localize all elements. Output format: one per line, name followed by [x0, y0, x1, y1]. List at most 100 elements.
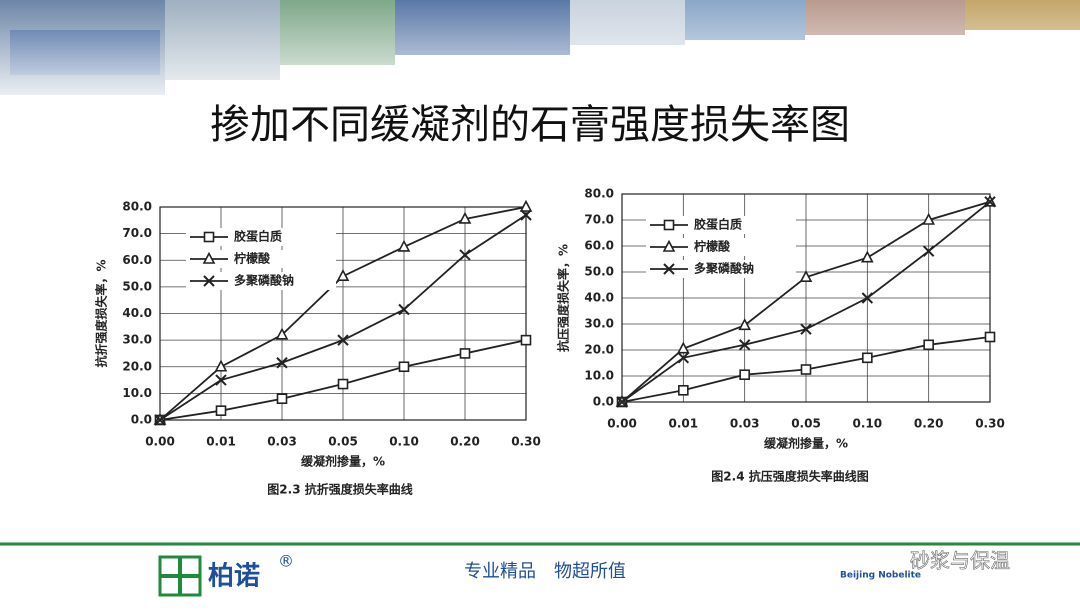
marker: [922, 212, 935, 225]
marker: [923, 339, 934, 351]
legend-bg: [186, 250, 336, 268]
marker: [214, 359, 228, 372]
y-tick-label: 60.0: [122, 253, 152, 267]
marker: [215, 405, 227, 416]
marker: [800, 364, 812, 375]
marker: [154, 414, 166, 426]
x-tick-label: 0.05: [791, 417, 821, 431]
marker: [738, 339, 751, 351]
legend-label: 多聚磷酸钠: [694, 261, 754, 276]
marker: [861, 250, 874, 263]
marker: [800, 323, 812, 335]
legend-marker: [663, 263, 675, 275]
plot-frame: [159, 206, 527, 421]
y-tick-label: 70.0: [584, 213, 614, 227]
marker: [984, 331, 996, 343]
y-tick-label: 20.0: [584, 343, 614, 357]
slogan: 专业精品 物超所值: [464, 561, 626, 582]
y-tick-label: 20.0: [122, 359, 152, 373]
marker: [677, 352, 690, 364]
charts: 0.010.020.030.040.050.060.070.080.00.00 0…: [94, 187, 1005, 497]
brand: 柏诺: [208, 562, 260, 592]
marker: [519, 199, 533, 212]
marker: [276, 357, 288, 369]
y-tick-label: 40.0: [122, 306, 152, 320]
legend-bg: [186, 228, 336, 246]
x-tick-label: 0.01: [669, 417, 699, 431]
x-tick-label: 0.30: [975, 417, 1005, 431]
y-tick-label: 30.0: [584, 317, 614, 331]
marker: [861, 292, 874, 304]
marker: [677, 341, 690, 354]
y-tick-label: 10.0: [584, 369, 614, 383]
y-tick-label: 0.0: [131, 413, 152, 427]
marker: [337, 378, 349, 390]
caption: 图2.3 抗折强度损失率曲线: [267, 482, 412, 497]
legend-marker: [202, 251, 216, 264]
y-axis-label: 抗折强度损失率，%: [94, 259, 109, 367]
marker: [275, 327, 289, 340]
marker: [520, 334, 532, 346]
legend-marker: [662, 239, 676, 252]
legend-label: 柠檬酸: [694, 239, 731, 254]
marker: [678, 384, 689, 396]
x-tick-label: 0.20: [914, 417, 944, 431]
x-axis-label: 缓凝剂掺量，%: [764, 436, 848, 451]
x-tick-label: 0.10: [389, 435, 419, 449]
marker: [984, 196, 996, 208]
marker: [458, 211, 472, 224]
legend-marker: [203, 231, 215, 243]
y-tick-label: 10.0: [122, 386, 152, 400]
legend-label: 柠檬酸: [234, 251, 271, 266]
y-tick-label: 0.0: [593, 395, 614, 409]
x-tick-label: 0.03: [267, 435, 297, 449]
legend-bg: [646, 238, 796, 256]
marker: [520, 209, 532, 221]
y-tick-label: 50.0: [584, 265, 614, 279]
registered: ®: [278, 552, 294, 571]
marker: [397, 239, 411, 252]
legend-marker: [203, 275, 215, 287]
caption: 图2.4 抗压强度损失率曲线图: [711, 469, 868, 484]
marker: [799, 269, 813, 282]
y-tick-label: 40.0: [584, 291, 614, 305]
marker: [459, 249, 471, 261]
marker: [739, 369, 750, 381]
legend-bg: [646, 216, 796, 234]
legend-bg: [186, 272, 336, 290]
y-tick-label: 30.0: [122, 333, 152, 347]
marker: [276, 393, 288, 405]
legend-bg: [646, 260, 796, 278]
y-tick-label: 70.0: [122, 226, 152, 240]
marker: [738, 318, 751, 331]
y-tick-label: 80.0: [122, 200, 152, 214]
marker: [398, 303, 410, 316]
x-tick-label: 0.00: [145, 435, 175, 449]
watermark: 砂浆与保温: [910, 549, 1010, 573]
plot-frame: [621, 193, 991, 403]
y-tick-label: 80.0: [584, 187, 614, 201]
legend-label: 胶蛋白质: [234, 229, 282, 244]
slide-title: 掺加不同缓凝剂的石膏强度损失率图: [210, 102, 850, 148]
legend-marker: [663, 219, 675, 231]
marker: [215, 374, 227, 386]
x-tick-label: 0.30: [511, 435, 541, 449]
marker: [398, 361, 410, 373]
x-axis-label: 缓凝剂掺量，%: [301, 454, 385, 469]
brand-en: Beijing Nobelite: [840, 571, 921, 581]
y-tick-label: 50.0: [122, 279, 152, 293]
banner: [0, 0, 1080, 110]
x-tick-label: 0.03: [730, 417, 760, 431]
x-tick-label: 0.05: [328, 435, 358, 449]
marker: [616, 396, 628, 408]
x-tick-label: 0.00: [607, 417, 637, 431]
marker: [336, 269, 350, 282]
legend-label: 胶蛋白质: [694, 217, 742, 232]
y-axis-label: 抗压强度损失率，%: [556, 244, 571, 352]
y-tick-label: 60.0: [584, 239, 614, 253]
marker: [459, 348, 471, 359]
x-tick-label: 0.10: [853, 417, 883, 431]
marker: [922, 245, 935, 257]
